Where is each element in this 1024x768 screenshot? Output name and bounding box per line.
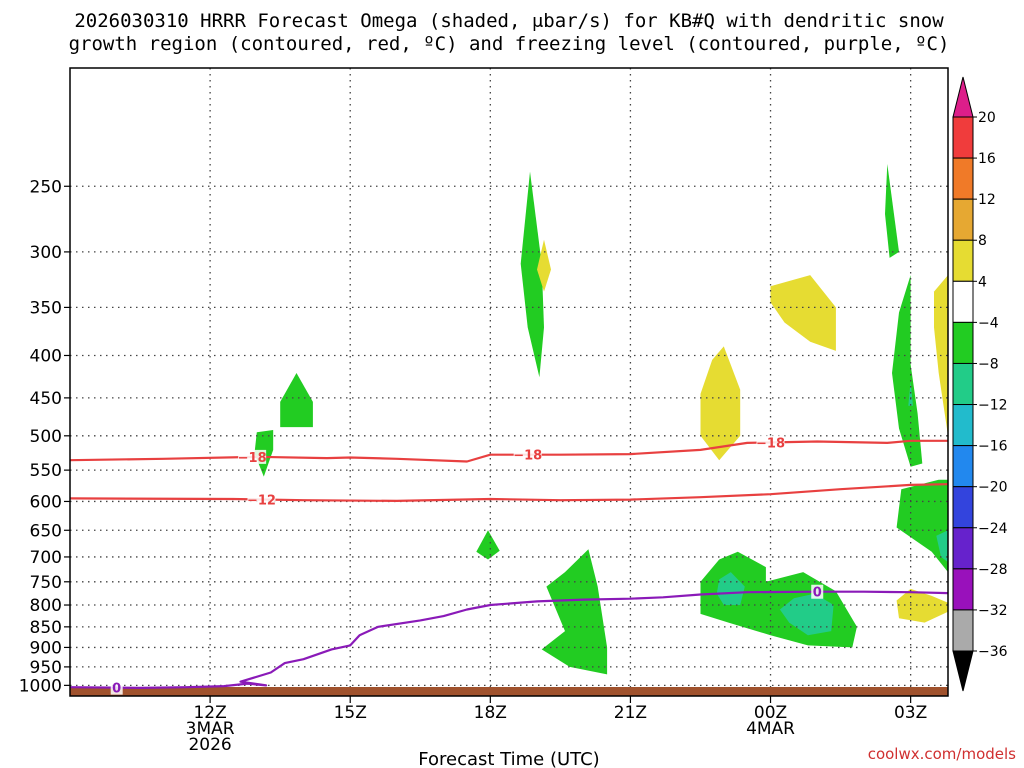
y-tick-label-250: 250 (30, 177, 62, 197)
omega-region-14 (537, 239, 551, 292)
y-tick-label-550: 550 (30, 461, 62, 481)
omega-region-12 (936, 530, 948, 563)
y-tick-label-400: 400 (30, 346, 62, 366)
omega-region-3 (520, 171, 544, 378)
freezing-level-contour-label-bg-1-1 (110, 680, 123, 695)
dendritic-contour-label-bg-1-2 (513, 447, 542, 462)
y-tick-label-1000: 1000 (19, 676, 62, 696)
omega-region-6 (885, 164, 899, 258)
plot-area: −18 −18 −18 −12 0 0 (69, 67, 949, 697)
colorbar-label-6: −4 (978, 315, 999, 331)
credit-text: coolwx.com/models (868, 745, 1016, 763)
omega-region-2 (280, 373, 313, 428)
y-tick-label-800: 800 (30, 596, 62, 616)
y-tick-label-950: 950 (30, 658, 62, 678)
x-tick-label-2-1: 15Z (334, 703, 367, 723)
colorbar-box-2 (952, 157, 974, 200)
freezing-level-contour-label-1-1: 0 (112, 682, 121, 697)
x-tick-label-5-1: 00Z (754, 703, 787, 723)
colorbar-label-2: 16 (978, 151, 996, 167)
colorbar-box-9 (952, 445, 974, 488)
y-tick-label-500: 500 (30, 427, 62, 447)
dendritic-contour-label-1-1: −18 (238, 451, 267, 466)
colorbar-label-14: −36 (978, 644, 1008, 660)
colorbar-box-6 (952, 321, 974, 364)
x-tick-label-4-1: 21Z (614, 703, 647, 723)
dendritic-contour-label-1-2: −18 (513, 449, 542, 464)
omega-region-4 (476, 530, 500, 560)
plot-frame (69, 67, 949, 697)
x-tick-label-1-1: 12Z (193, 703, 226, 723)
dendritic-contour-label-bg-1-1 (238, 449, 267, 464)
colorbar-label-1: 20 (978, 110, 996, 126)
chart-title-line-2: growth region (contoured, red, ºC) and f… (69, 33, 950, 55)
omega-region-10 (716, 572, 745, 605)
y-tick-label-750: 750 (30, 573, 62, 593)
colorbar-box-13 (952, 609, 974, 652)
colorbar-bottom-arrow (952, 650, 974, 692)
colorbar-box-5 (952, 280, 974, 323)
freezing-level-contour-label-1-2: 0 (813, 586, 822, 601)
dendritic-contour-label-bg-1-3 (756, 435, 785, 450)
x-tick-label-3-1: 18Z (474, 703, 507, 723)
terrain-fill (70, 687, 948, 696)
omega-region-13 (908, 381, 913, 406)
colorbar-label-9: −16 (978, 439, 1008, 455)
colorbar-label-3: 12 (978, 192, 996, 208)
colorbar-label-10: −20 (978, 480, 1008, 496)
colorbar-box-12 (952, 568, 974, 611)
x-tick-label-5-2: 4MAR (746, 719, 795, 739)
x-axis-title: Forecast Time (UTC) (418, 749, 599, 768)
y-tick-label-650: 650 (30, 521, 62, 541)
omega-region-5 (541, 549, 608, 675)
terrain-band (70, 687, 948, 696)
y-axis: 2503003504004505005506006507007508008509… (19, 177, 70, 696)
y-tick-label-300: 300 (30, 243, 62, 263)
colorbar-label-13: −32 (978, 603, 1008, 619)
colorbar-label-4: 8 (978, 233, 987, 249)
contour-layer: −18 −18 −18 −12 0 0 (70, 435, 948, 696)
colorbar-label-11: −24 (978, 521, 1008, 537)
colorbar-box-7 (952, 362, 974, 406)
colorbar-box-8 (952, 404, 974, 447)
y-tick-label-900: 900 (30, 638, 62, 658)
y-tick-label-850: 850 (30, 618, 62, 638)
colorbar-box-1 (952, 116, 974, 159)
y-tick-label-600: 600 (30, 492, 62, 512)
y-tick-label-450: 450 (30, 389, 62, 409)
y-tick-label-350: 350 (30, 298, 62, 318)
x-tick-label-1-2: 3MAR (186, 719, 235, 739)
x-tick-label-1-3: 2026 (188, 735, 231, 755)
colorbar-label-8: −12 (978, 398, 1008, 414)
omega-region-16 (770, 275, 836, 351)
colorbar-label-12: −28 (978, 562, 1008, 578)
dendritic-contour-label-bg-2-1 (247, 492, 276, 507)
colorbar-box-3 (952, 198, 974, 241)
colorbar-label-5: 4 (978, 274, 987, 290)
dendritic-contour-2 (70, 483, 948, 502)
omega-shaded-layer (254, 164, 948, 675)
colorbar: 20 16 12 8 4 −4 −8 −12 −16 −20 −24 −28 −32 −36 (952, 76, 1008, 692)
chart-title-line-1: 2026030310 HRRR Forecast Omega (shaded, … (74, 10, 944, 32)
colorbar-box-4 (952, 239, 974, 282)
colorbar-label-7: −8 (978, 356, 999, 372)
dendritic-contour-label-2-1: −12 (247, 494, 276, 509)
freezing-level-contour-label-bg-1-2 (811, 584, 824, 599)
omega-region-11 (779, 593, 834, 636)
colorbar-box-11 (952, 527, 974, 570)
omega-region-18 (896, 588, 948, 623)
colorbar-top-arrow (952, 76, 974, 118)
colorbar-box-10 (952, 486, 974, 529)
omega-region-7 (892, 275, 923, 467)
omega-region-15 (700, 346, 741, 461)
omega-region-8 (896, 479, 948, 573)
dendritic-contour-label-1-3: −18 (756, 436, 785, 451)
freezing-level-contour-1 (70, 590, 948, 689)
x-tick-label-6-1: 03Z (894, 703, 927, 723)
y-tick-label-700: 700 (30, 548, 62, 568)
